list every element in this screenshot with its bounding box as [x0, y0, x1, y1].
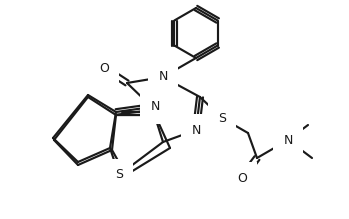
Text: O: O — [99, 62, 109, 74]
Text: N: N — [150, 101, 160, 113]
Text: N: N — [158, 71, 168, 83]
Text: O: O — [237, 171, 247, 184]
Text: O: O — [99, 62, 109, 74]
Text: S: S — [218, 111, 226, 124]
Text: N: N — [191, 124, 201, 136]
Text: N: N — [283, 134, 293, 147]
Text: S: S — [115, 168, 123, 182]
